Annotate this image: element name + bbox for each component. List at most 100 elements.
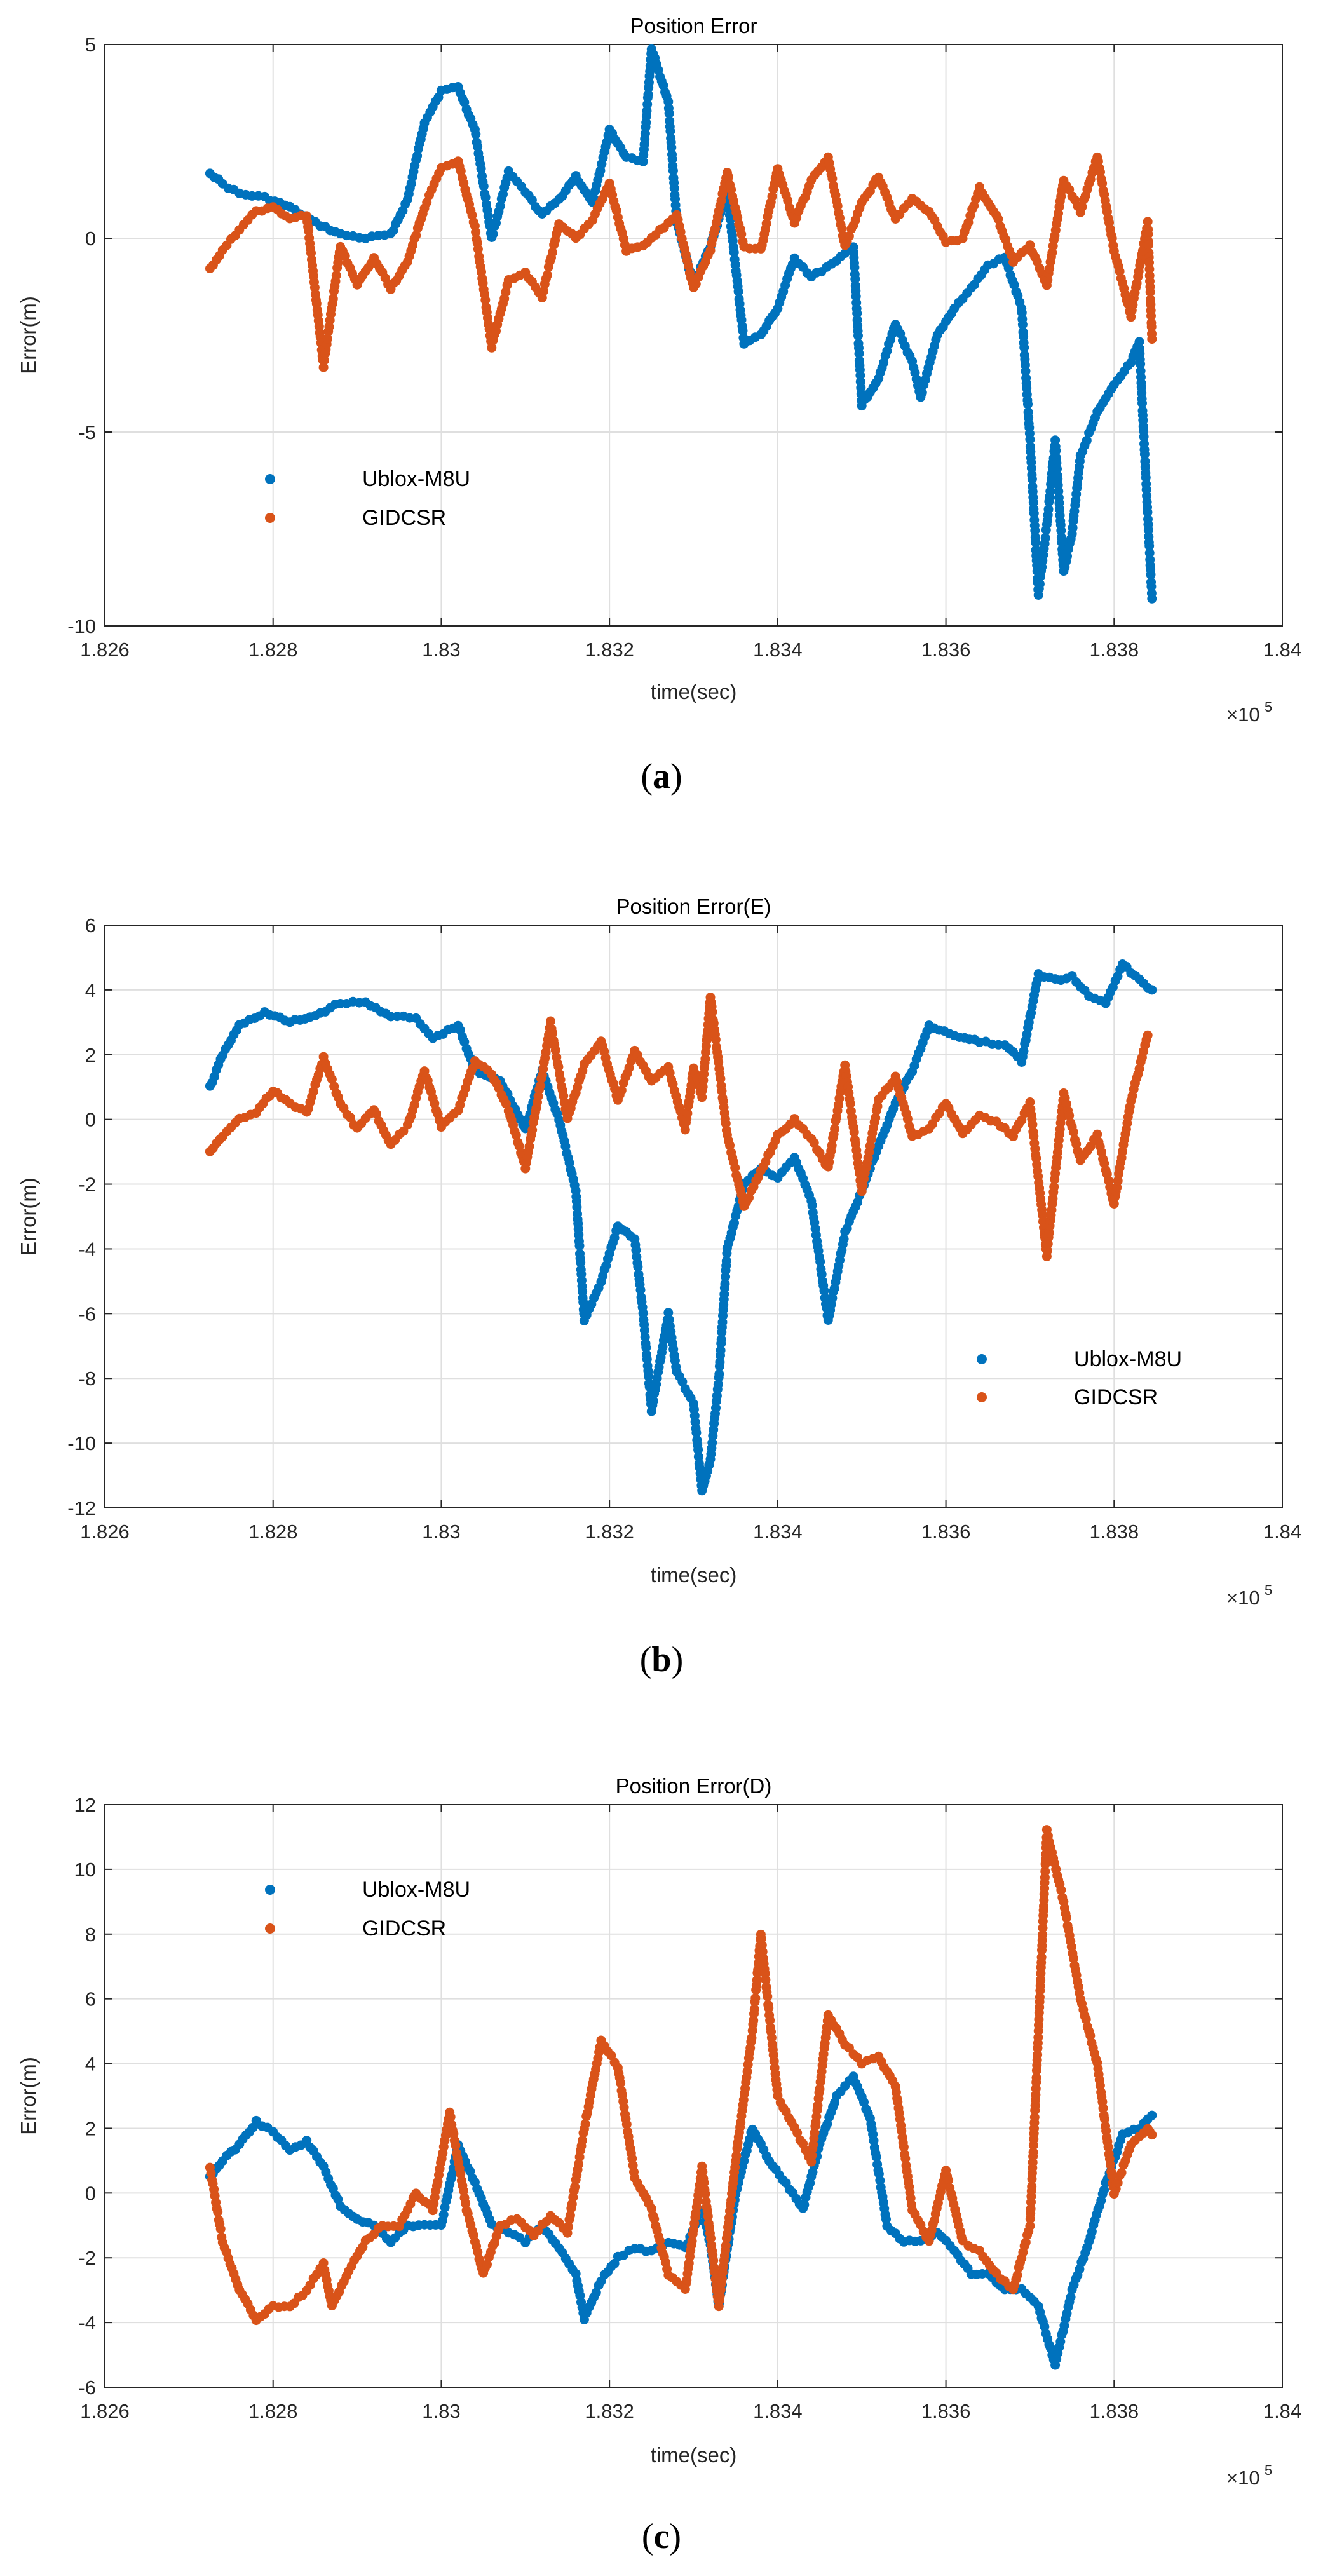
x-tick-label: 1.836 (921, 2400, 971, 2422)
data-point (749, 2016, 759, 2026)
x-tick-label: 1.828 (248, 1521, 298, 1543)
data-point (871, 2152, 881, 2162)
x-tick-label: 1.828 (248, 639, 298, 661)
chart-title: Position Error(E) (616, 895, 771, 918)
chart-title: Position Error(D) (616, 1774, 772, 1798)
data-point (1107, 2171, 1117, 2181)
chart-title: Position Error (630, 14, 757, 37)
data-point (713, 1380, 723, 1390)
data-point (1116, 2167, 1127, 2178)
data-point (1068, 1953, 1078, 1963)
data-point (852, 308, 862, 318)
y-tick-label: -8 (78, 1367, 96, 1390)
y-tick-label: 2 (85, 2117, 96, 2139)
data-point (574, 2159, 584, 2169)
x-multiplier: ×10 5 (1226, 699, 1272, 726)
data-point (1143, 1030, 1153, 1040)
data-point (765, 2016, 775, 2026)
data-point (1146, 322, 1157, 332)
data-point (875, 2175, 885, 2185)
data-point (730, 1163, 740, 1173)
data-point (1008, 1131, 1018, 1141)
x-multiplier: ×10 5 (1226, 2462, 1272, 2489)
data-point (853, 330, 863, 341)
data-point (422, 198, 432, 207)
data-point (667, 154, 677, 164)
data-point (1134, 337, 1144, 347)
data-point (1147, 2130, 1157, 2140)
legend: Ublox-M8U GIDCSR (977, 1347, 1182, 1409)
data-point (717, 1086, 727, 1096)
data-point (698, 2167, 708, 2177)
panel-caption: (a) (641, 757, 682, 796)
data-point (682, 1108, 693, 1118)
data-point (1145, 287, 1155, 297)
legend-label: GIDCSR (362, 506, 446, 530)
x-multiplier-exponent: 5 (1265, 1582, 1272, 1598)
data-point (729, 247, 739, 257)
caption-letter: c (654, 2517, 670, 2556)
y-tick-label: -10 (67, 1432, 96, 1454)
data-point (724, 172, 733, 182)
caption-letter: a (653, 757, 670, 796)
data-point (331, 270, 341, 280)
data-point (764, 2003, 774, 2013)
data-point (1085, 2031, 1096, 2041)
data-point (495, 201, 505, 211)
y-tick-label: 0 (85, 2182, 96, 2204)
data-point (1113, 1176, 1123, 1186)
data-point (1103, 2142, 1113, 2152)
data-point (711, 1403, 721, 1413)
data-point (635, 1285, 646, 1295)
data-point (412, 151, 423, 161)
y-tick-label: 0 (85, 1109, 96, 1131)
y-tick-label: 4 (85, 2053, 96, 2075)
x-tick-label: 1.838 (1089, 2400, 1139, 2422)
data-point (709, 2256, 719, 2266)
data-point (1029, 2112, 1040, 2122)
data-point (553, 1062, 564, 1072)
data-point (546, 1016, 555, 1026)
data-point (1023, 399, 1033, 409)
data-point (815, 1257, 825, 1267)
y-tick-label: 6 (85, 914, 96, 937)
y-tick-label: -12 (67, 1497, 96, 1519)
data-point (731, 2151, 742, 2161)
data-point (1040, 2322, 1050, 2331)
data-point (524, 1141, 534, 1151)
y-tick-label: 12 (74, 1794, 96, 1816)
data-point (572, 1202, 582, 1212)
x-multiplier-exponent: 5 (1265, 2462, 1272, 2478)
x-axis-label: time(sec) (651, 680, 737, 703)
y-axis-label: Error(m) (17, 2057, 40, 2135)
data-point (538, 286, 548, 296)
y-tick-label: -6 (78, 2376, 96, 2399)
data-point (720, 1279, 730, 1289)
data-point (501, 1099, 511, 1109)
data-point (606, 2051, 616, 2061)
data-point (471, 227, 481, 237)
data-point (700, 2189, 710, 2199)
data-point (944, 2175, 954, 2185)
data-point (1019, 342, 1029, 353)
data-point (616, 1085, 627, 1095)
data-point (783, 195, 793, 205)
axes-box (104, 925, 1283, 1508)
data-point (1043, 505, 1054, 514)
data-point (1082, 435, 1092, 445)
legend-marker (977, 1354, 987, 1364)
caption-open-paren: ( (642, 2517, 654, 2556)
x-tick-label: 1.84 (1263, 2400, 1301, 2422)
data-point (1068, 1127, 1078, 1137)
x-tick-label: 1.826 (80, 639, 130, 661)
data-point (1012, 2270, 1022, 2280)
data-point (1029, 1131, 1039, 1141)
x-tick-label: 1.834 (753, 639, 803, 661)
legend-label: Ublox-M8U (362, 467, 470, 491)
data-point (655, 2235, 665, 2246)
data-point (1097, 179, 1108, 189)
data-point (664, 109, 674, 119)
data-point (563, 2221, 573, 2232)
data-point (1025, 240, 1035, 250)
data-point (576, 1257, 586, 1268)
